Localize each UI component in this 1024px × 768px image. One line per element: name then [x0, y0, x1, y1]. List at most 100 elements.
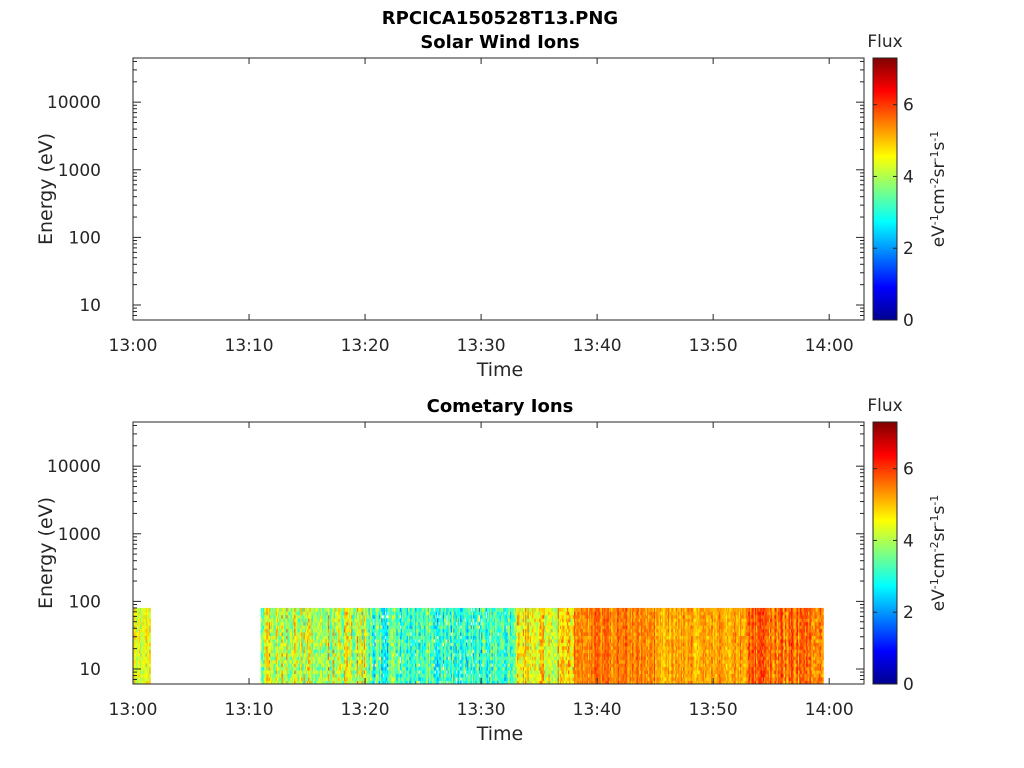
- spectrogram-cell: [272, 607, 274, 612]
- spectrogram-cell: [417, 649, 419, 654]
- spectrogram-cell: [434, 635, 437, 640]
- spectrogram-cell: [423, 628, 425, 633]
- spectrogram-cell: [395, 680, 397, 685]
- spectrogram-cell: [347, 628, 350, 633]
- spectrogram-cell: [143, 659, 145, 664]
- spectrogram-cell: [470, 659, 473, 664]
- spectrogram-cell: [471, 652, 474, 657]
- spectrogram-cell: [503, 639, 505, 643]
- spectrogram-cell: [417, 625, 419, 630]
- spectrogram-cell: [495, 607, 497, 612]
- spectrogram-cell: [264, 649, 266, 654]
- spectrogram-cell: [333, 670, 336, 675]
- spectrogram-cell: [287, 659, 289, 664]
- spectrogram-cell: [463, 649, 466, 654]
- spectrogram-cell: [381, 656, 383, 661]
- spectrogram-cell: [343, 652, 345, 657]
- spectrogram-cell: [136, 618, 139, 623]
- spectrogram-cell: [291, 621, 294, 626]
- spectrogram-cell: [417, 618, 419, 623]
- spectrogram-cell: [305, 666, 308, 671]
- spectrogram-cell: [478, 649, 481, 654]
- spectrogram-cell: [285, 625, 287, 630]
- spectrogram-cell: [296, 642, 299, 647]
- spectrogram-cell: [355, 639, 358, 643]
- spectrogram-cell: [449, 666, 452, 671]
- spectrogram-cell: [405, 621, 408, 626]
- spectrogram-cell: [269, 680, 272, 685]
- spectrogram-cell: [146, 639, 149, 643]
- spectrogram-cell: [341, 645, 344, 650]
- spectrogram-cell: [476, 635, 479, 640]
- spectrogram-cell: [288, 639, 291, 643]
- spectrogram-cell: [322, 670, 324, 675]
- spectrogram-cell: [366, 670, 368, 675]
- spectrogram-cell: [323, 670, 325, 675]
- spectrogram-cell: [309, 628, 311, 633]
- spectrogram-cell: [389, 607, 391, 612]
- spectrogram-cell: [394, 663, 396, 668]
- spectrogram-cell: [425, 659, 427, 664]
- spectrogram-cell: [456, 639, 459, 643]
- spectrogram-cell: [363, 670, 366, 675]
- spectrogram-cell: [309, 663, 311, 668]
- spectrogram-cell: [479, 632, 482, 636]
- spectrogram-cell: [291, 628, 294, 633]
- spectrogram-cell: [343, 680, 345, 685]
- spectrogram-cell: [428, 649, 431, 654]
- spectrogram-cell: [378, 680, 381, 685]
- spectrogram-cell: [455, 659, 458, 664]
- spectrogram-cell: [370, 628, 373, 633]
- spectrogram-cell: [394, 666, 396, 671]
- spectrogram-cell: [359, 673, 361, 678]
- spectrogram-cell: [383, 666, 386, 671]
- spectrogram-cell: [289, 659, 292, 664]
- spectrogram-cell: [484, 652, 487, 657]
- spectrogram-cell: [303, 666, 306, 671]
- spectrogram-cell: [310, 607, 313, 612]
- spectrogram-cell: [339, 656, 342, 661]
- spectrogram-cell: [329, 632, 331, 636]
- spectrogram-cell: [378, 628, 381, 633]
- spectrogram-cell: [390, 625, 393, 630]
- spectrogram-cell: [413, 680, 416, 685]
- spectrogram-cell: [495, 639, 497, 643]
- spectrogram-cell: [366, 649, 368, 654]
- spectrogram-cell: [287, 635, 289, 640]
- spectrogram-cell: [333, 625, 336, 630]
- spectrogram-cell: [381, 677, 383, 681]
- spectrogram-cell: [275, 680, 278, 685]
- spectrogram-cell: [499, 611, 502, 616]
- spectrogram-cell: [336, 673, 338, 678]
- spectrogram-cell: [483, 639, 485, 643]
- spectrogram-cell: [305, 632, 308, 636]
- spectrogram-cell: [280, 666, 282, 671]
- spectrogram-cell: [412, 645, 415, 650]
- spectrogram-cell: [405, 645, 408, 650]
- spectrogram-cell: [305, 607, 308, 612]
- spectrogram-cell: [327, 645, 330, 650]
- spectrogram-cell: [337, 607, 339, 612]
- spectrogram-cell: [443, 642, 446, 647]
- spectrogram-cell: [373, 635, 375, 640]
- spectrogram-cell: [385, 649, 388, 654]
- spectrogram-cell: [411, 642, 414, 647]
- spectrogram-cell: [404, 642, 407, 647]
- spectrogram-cell: [448, 670, 451, 675]
- spectrogram-cell: [330, 673, 332, 678]
- spectrogram-cell: [484, 614, 487, 619]
- spectrogram-cell: [413, 611, 416, 616]
- spectrogram-cell: [267, 621, 270, 626]
- spectrogram-cell: [334, 607, 337, 612]
- spectrogram-cell: [291, 611, 294, 616]
- spectrogram-cell: [317, 649, 320, 654]
- spectrogram-cell: [453, 677, 455, 681]
- spectrogram-cell: [374, 677, 376, 681]
- spectrogram-cell: [290, 680, 293, 685]
- spectrogram-cell: [424, 639, 426, 643]
- spectrogram-cell: [286, 652, 288, 657]
- spectrogram-cell: [311, 652, 314, 657]
- spectrogram-cell: [489, 663, 491, 668]
- spectrogram-cell: [344, 611, 346, 616]
- spectrogram-cell: [376, 639, 379, 643]
